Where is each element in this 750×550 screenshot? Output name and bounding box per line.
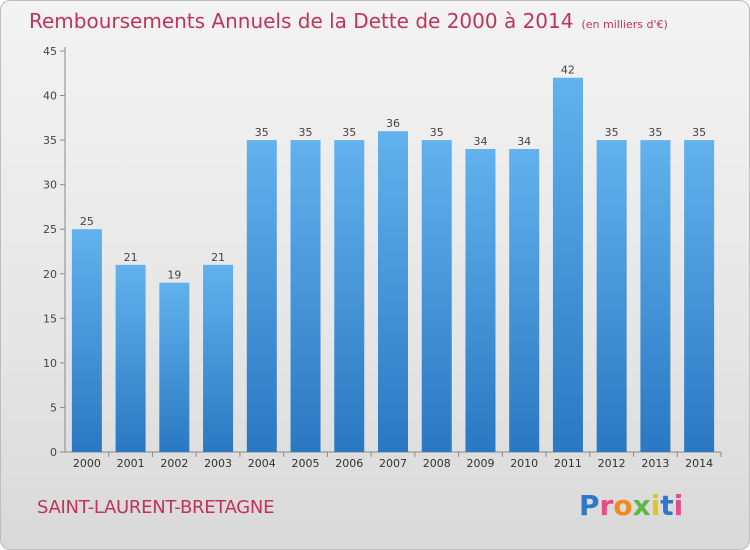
x-tick-label: 2011	[554, 457, 582, 470]
data-label: 35	[430, 126, 444, 139]
data-labels: 25 21 19 21 35 35 35 36 35 34 34 42 35 35 35	[80, 64, 706, 282]
data-label: 35	[255, 126, 269, 139]
logo-letter: i	[673, 489, 684, 522]
y-tick-label: 35	[43, 134, 57, 147]
chart-unit: (en milliers d'€)	[581, 18, 668, 31]
x-tick-label: 2001	[117, 457, 145, 470]
data-label: 35	[648, 126, 662, 139]
bar-2010[interactable]	[509, 149, 540, 452]
bar-2014[interactable]	[684, 140, 715, 452]
bar-2006[interactable]	[334, 140, 365, 452]
town-name: SAINT-LAURENT-BRETAGNE	[37, 497, 275, 518]
y-tick-label: 10	[43, 357, 57, 370]
bar-2000[interactable]	[71, 229, 102, 452]
bar-2011[interactable]	[552, 77, 583, 452]
x-tick-label: 2004	[248, 457, 276, 470]
data-label: 35	[342, 126, 356, 139]
bar-2001[interactable]	[115, 264, 146, 452]
bars	[71, 77, 715, 452]
x-tick-label: 2002	[160, 457, 188, 470]
proxiti-logo[interactable]: Proxiti	[579, 489, 683, 522]
data-label: 21	[211, 251, 225, 264]
y-tick-label: 25	[43, 223, 57, 236]
logo-letter: t	[660, 489, 674, 522]
data-label: 19	[167, 269, 181, 282]
x-tick-label: 2009	[466, 457, 494, 470]
data-label: 35	[299, 126, 313, 139]
x-axis: 2000 2001 2002 2003 2004 2005 2006 2007 2008 2009…	[65, 451, 722, 470]
logo-letter: o	[613, 489, 633, 522]
data-label: 35	[692, 126, 706, 139]
x-tick-label: 2007	[379, 457, 407, 470]
x-tick-label: 2013	[641, 457, 669, 470]
logo-letter: P	[579, 489, 600, 522]
y-tick-label: 40	[43, 90, 57, 103]
y-tick-label: 45	[43, 45, 57, 58]
data-label: 25	[80, 215, 94, 228]
data-label: 21	[124, 251, 138, 264]
logo-letter: x	[632, 489, 651, 522]
bar-2005[interactable]	[290, 140, 321, 452]
y-tick-label: 5	[50, 401, 57, 414]
bar-2009[interactable]	[465, 149, 496, 452]
bar-2004[interactable]	[246, 140, 277, 452]
x-tick-label: 2000	[73, 457, 101, 470]
x-tick-label: 2005	[292, 457, 320, 470]
x-tick-label: 2003	[204, 457, 232, 470]
bar-2007[interactable]	[378, 131, 408, 452]
data-label: 36	[386, 117, 400, 130]
data-label: 34	[473, 135, 487, 148]
x-tick-label: 2014	[685, 457, 713, 470]
y-tick-label: 15	[43, 312, 57, 325]
y-axis: 0 5 10 15 20 25 30 35 40 45	[43, 45, 66, 459]
data-label: 42	[561, 64, 575, 77]
x-tick-label: 2012	[598, 457, 626, 470]
bar-2002[interactable]	[159, 282, 190, 452]
bar-2013[interactable]	[640, 140, 671, 452]
x-tick-label: 2008	[423, 457, 451, 470]
bar-2003[interactable]	[203, 264, 234, 452]
y-tick-label: 0	[50, 446, 57, 459]
chart-title-text: Remboursements Annuels de la Dette de 20…	[29, 9, 574, 33]
logo-letter: r	[599, 489, 614, 522]
logo-letter: i	[650, 489, 661, 522]
bar-2008[interactable]	[421, 140, 452, 452]
data-label: 35	[605, 126, 619, 139]
bar-2012[interactable]	[596, 140, 627, 452]
y-tick-label: 20	[43, 268, 57, 281]
y-tick-label: 30	[43, 179, 57, 192]
data-label: 34	[517, 135, 531, 148]
x-tick-label: 2010	[510, 457, 538, 470]
x-tick-label: 2006	[335, 457, 363, 470]
chart-title: Remboursements Annuels de la Dette de 20…	[29, 9, 668, 33]
